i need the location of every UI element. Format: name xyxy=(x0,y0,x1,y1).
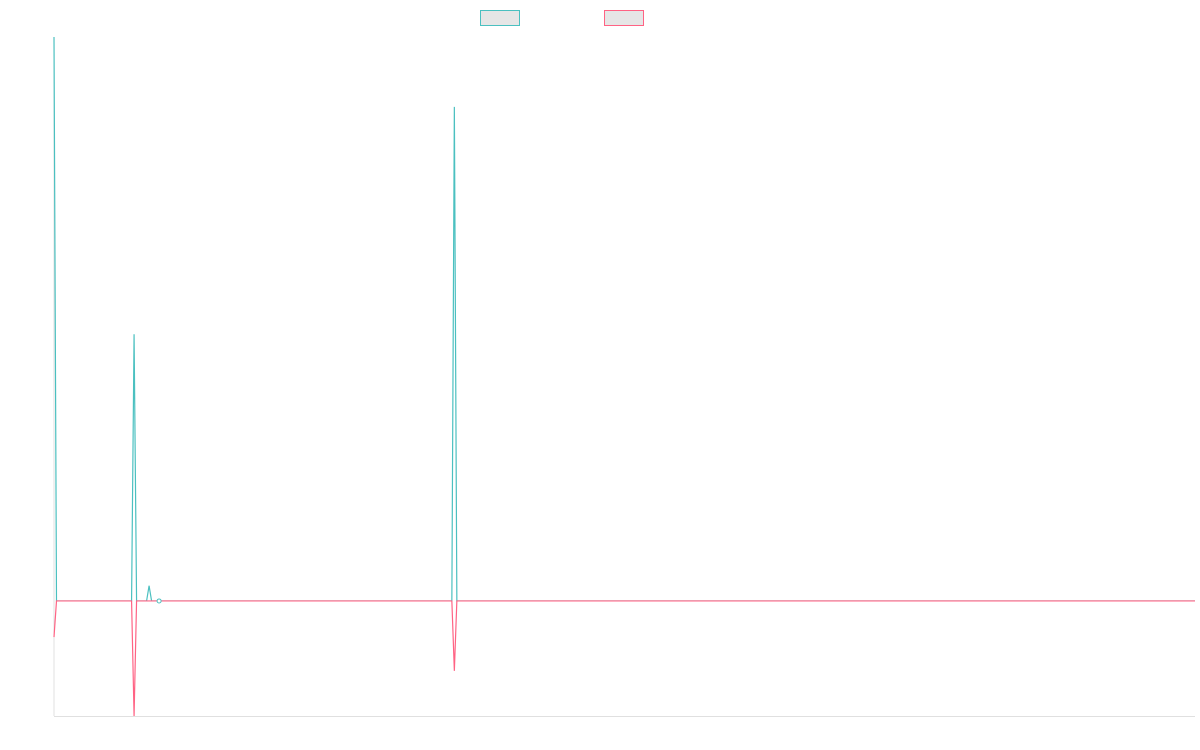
legend-item-1[interactable] xyxy=(480,10,520,26)
highlighted-point[interactable] xyxy=(156,598,162,604)
series-line-1 xyxy=(53,36,1195,602)
series-layer xyxy=(53,36,1195,717)
legend xyxy=(480,10,644,26)
legend-item-2[interactable] xyxy=(604,10,644,26)
series-line-2 xyxy=(53,600,1195,717)
